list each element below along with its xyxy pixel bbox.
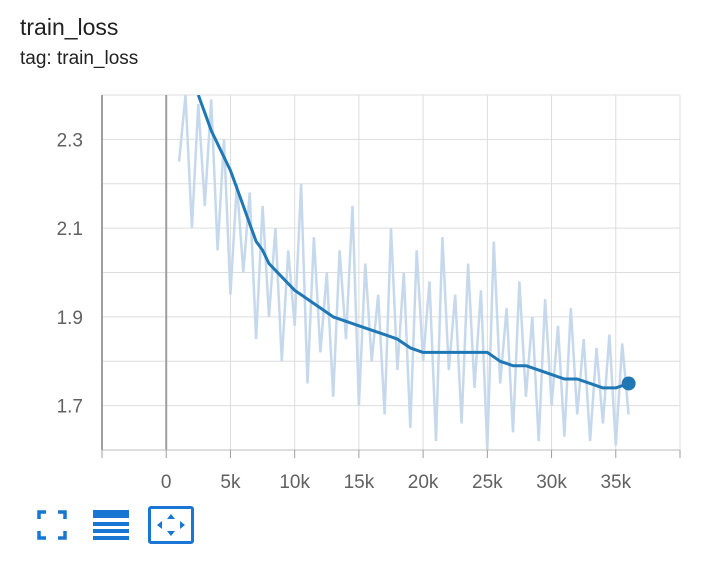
last-point-marker[interactable]	[621, 376, 636, 391]
x-tick-label: 25k	[472, 472, 503, 493]
card-title: train_loss	[20, 14, 119, 40]
toggle-log-scale-button[interactable]	[89, 507, 133, 543]
x-tick-label: 10k	[279, 472, 310, 493]
chart-toolbar	[30, 505, 209, 545]
fullscreen-icon	[37, 510, 67, 540]
smoothed-series	[196, 95, 630, 390]
x-tick-label: 20k	[408, 472, 439, 493]
fit-domain-icon	[157, 514, 185, 536]
smoothed-series-line	[196, 95, 630, 390]
fit-domain-button[interactable]	[148, 506, 194, 544]
x-tick-label: 0	[161, 472, 172, 493]
chart-svg[interactable]: 0 5k 10k 15k 20k 25k 30k 35k 1.7 1.9 2.1 2.3	[0, 0, 710, 500]
axes: 0 5k 10k 15k 20k 25k 30k 35k 1.7 1.9 2.1 2.3	[57, 95, 681, 493]
y-tick-label: 1.9	[57, 308, 83, 329]
x-tick-label: 35k	[600, 472, 631, 493]
y-tick-label: 2.1	[57, 219, 83, 240]
x-tick-label: 30k	[536, 472, 567, 493]
raw-series	[177, 95, 630, 450]
toggle-log-scale-icon	[93, 510, 129, 540]
card-tag: tag: train_loss	[20, 48, 139, 69]
y-tick-label: 1.7	[57, 397, 83, 418]
x-tick-label: 5k	[220, 472, 241, 493]
x-tick-label: 15k	[344, 472, 375, 493]
raw-series-line	[177, 95, 630, 450]
fullscreen-button[interactable]	[30, 507, 74, 543]
y-tick-label: 2.3	[57, 130, 83, 151]
